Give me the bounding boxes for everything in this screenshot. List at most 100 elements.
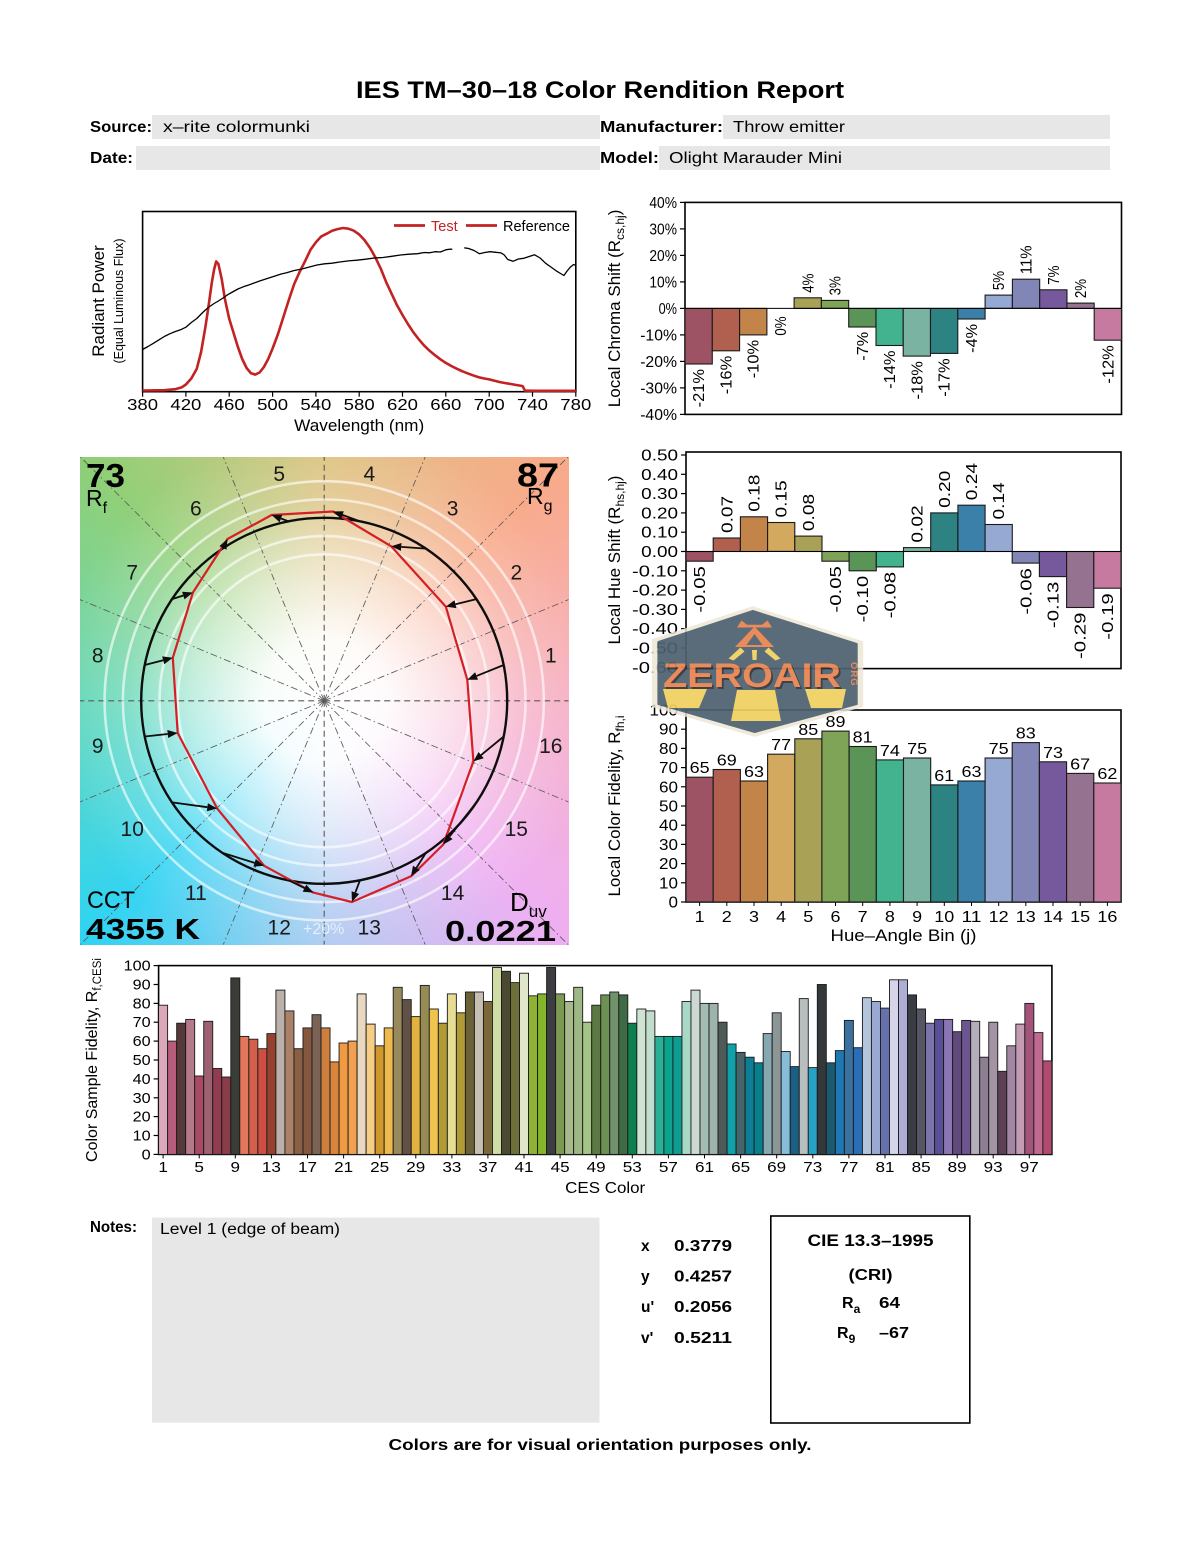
svg-text:30%: 30% xyxy=(649,221,677,238)
svg-text:x: x xyxy=(641,1238,650,1255)
svg-text:Rf: Rf xyxy=(86,485,108,517)
svg-text:29: 29 xyxy=(406,1159,425,1176)
svg-text:-7%: -7% xyxy=(855,332,872,361)
svg-text:Radiant Power: Radiant Power xyxy=(89,245,108,357)
svg-text:Date:: Date: xyxy=(90,150,133,167)
svg-text:6: 6 xyxy=(190,498,202,521)
svg-text:80: 80 xyxy=(659,741,678,758)
svg-text:12: 12 xyxy=(989,909,1009,926)
svg-text:Colors are for visual orientat: Colors are for visual orientation purpos… xyxy=(389,1437,812,1454)
svg-text:660: 660 xyxy=(430,397,461,414)
svg-text:13: 13 xyxy=(1016,909,1036,926)
svg-text:53: 53 xyxy=(623,1159,642,1176)
svg-text:4: 4 xyxy=(363,463,375,486)
svg-text:IES TM–30–18 Color Rendition R: IES TM–30–18 Color Rendition Report xyxy=(356,77,844,104)
svg-text:73: 73 xyxy=(1043,745,1063,762)
svg-text:16: 16 xyxy=(539,735,562,758)
svg-text:(Equal Luminous Flux): (Equal Luminous Flux) xyxy=(112,238,126,363)
svg-text:0.50: 0.50 xyxy=(641,448,678,465)
svg-text:11%: 11% xyxy=(1019,245,1036,274)
svg-text:-0.05: -0.05 xyxy=(692,566,709,613)
svg-text:-30%: -30% xyxy=(640,380,677,397)
svg-text:Ra: Ra xyxy=(842,1295,861,1316)
svg-text:Level 1 (edge of beam): Level 1 (edge of beam) xyxy=(160,1221,340,1238)
svg-text:70: 70 xyxy=(133,1014,151,1031)
svg-text:1: 1 xyxy=(158,1159,168,1176)
svg-text:460: 460 xyxy=(214,397,245,414)
svg-text:0.07: 0.07 xyxy=(719,496,736,533)
svg-text:73: 73 xyxy=(86,457,125,494)
svg-text:70: 70 xyxy=(659,760,678,777)
svg-text:75: 75 xyxy=(989,741,1009,758)
svg-text:60: 60 xyxy=(659,779,678,796)
svg-text:50: 50 xyxy=(659,799,678,816)
svg-text:40: 40 xyxy=(133,1071,151,1088)
svg-text:Duv: Duv xyxy=(510,887,547,921)
svg-text:81: 81 xyxy=(876,1159,895,1176)
svg-text:40%: 40% xyxy=(649,195,677,212)
svg-text:740: 740 xyxy=(517,397,548,414)
svg-text:67: 67 xyxy=(1070,756,1090,773)
svg-text:61: 61 xyxy=(934,768,954,785)
svg-text:63: 63 xyxy=(962,764,982,781)
svg-text:87: 87 xyxy=(517,457,559,494)
svg-text:8: 8 xyxy=(92,645,104,668)
svg-text:-0.20: -0.20 xyxy=(632,583,678,600)
svg-text:80: 80 xyxy=(133,995,151,1012)
svg-text:77: 77 xyxy=(771,737,791,754)
svg-text:v': v' xyxy=(641,1330,653,1347)
svg-text:5: 5 xyxy=(273,463,285,486)
svg-text:12: 12 xyxy=(268,916,291,939)
svg-text:0.14: 0.14 xyxy=(991,482,1008,520)
svg-text:1: 1 xyxy=(545,645,557,668)
svg-text:62: 62 xyxy=(1097,766,1117,783)
svg-text:15: 15 xyxy=(1070,909,1090,926)
svg-text:10: 10 xyxy=(934,909,954,926)
svg-text:11: 11 xyxy=(962,909,982,926)
svg-text:3: 3 xyxy=(749,909,759,926)
svg-text:6: 6 xyxy=(831,909,841,926)
svg-text:37: 37 xyxy=(478,1159,497,1176)
svg-text:10: 10 xyxy=(121,818,144,841)
svg-text:Test: Test xyxy=(431,219,458,235)
svg-text:-0.10: -0.10 xyxy=(855,575,872,622)
svg-text:4%: 4% xyxy=(800,273,817,292)
svg-text:5: 5 xyxy=(194,1159,204,1176)
svg-text:0.08: 0.08 xyxy=(801,494,818,531)
svg-text:5: 5 xyxy=(803,909,813,926)
svg-text:-0.29: -0.29 xyxy=(1073,613,1090,660)
svg-text:0%: 0% xyxy=(659,301,677,318)
svg-text:Local Hue Shift (Rhs,hj): Local Hue Shift (Rhs,hj) xyxy=(605,476,627,645)
svg-text:20: 20 xyxy=(659,856,678,873)
svg-text:13: 13 xyxy=(262,1159,281,1176)
svg-text:65: 65 xyxy=(731,1159,750,1176)
svg-text:85: 85 xyxy=(912,1159,931,1176)
svg-text:-21%: -21% xyxy=(691,369,708,408)
svg-text:40: 40 xyxy=(659,818,678,835)
svg-text:380: 380 xyxy=(127,397,158,414)
svg-text:7: 7 xyxy=(858,909,868,926)
svg-text:0.3779: 0.3779 xyxy=(674,1238,732,1255)
svg-text:–67: –67 xyxy=(879,1325,909,1342)
svg-text:20: 20 xyxy=(133,1109,151,1126)
svg-text:580: 580 xyxy=(344,397,375,414)
svg-text:0.30: 0.30 xyxy=(641,486,678,503)
svg-text:ORG: ORG xyxy=(848,662,859,687)
svg-text:3: 3 xyxy=(447,498,459,521)
svg-text:-17%: -17% xyxy=(937,358,954,397)
svg-text:-0.30: -0.30 xyxy=(632,602,678,619)
svg-text:Local Chroma Shift (Rcs,hj): Local Chroma Shift (Rcs,hj) xyxy=(605,210,627,408)
svg-text:-10%: -10% xyxy=(746,340,763,379)
svg-text:-40%: -40% xyxy=(640,407,677,424)
svg-text:10%: 10% xyxy=(649,274,677,291)
svg-text:0.4257: 0.4257 xyxy=(674,1269,732,1286)
svg-text:0%: 0% xyxy=(773,316,790,335)
svg-text:Manufacturer:: Manufacturer: xyxy=(600,119,723,136)
svg-text:8: 8 xyxy=(885,909,895,926)
svg-text:97: 97 xyxy=(1020,1159,1039,1176)
svg-text:0: 0 xyxy=(669,895,679,912)
svg-text:-18%: -18% xyxy=(909,361,926,400)
svg-text:Color Sample Fidelity, Rf,CESi: Color Sample Fidelity, Rf,CESi xyxy=(84,958,104,1162)
svg-text:Notes:: Notes: xyxy=(90,1219,137,1236)
svg-text:14: 14 xyxy=(1043,909,1063,926)
